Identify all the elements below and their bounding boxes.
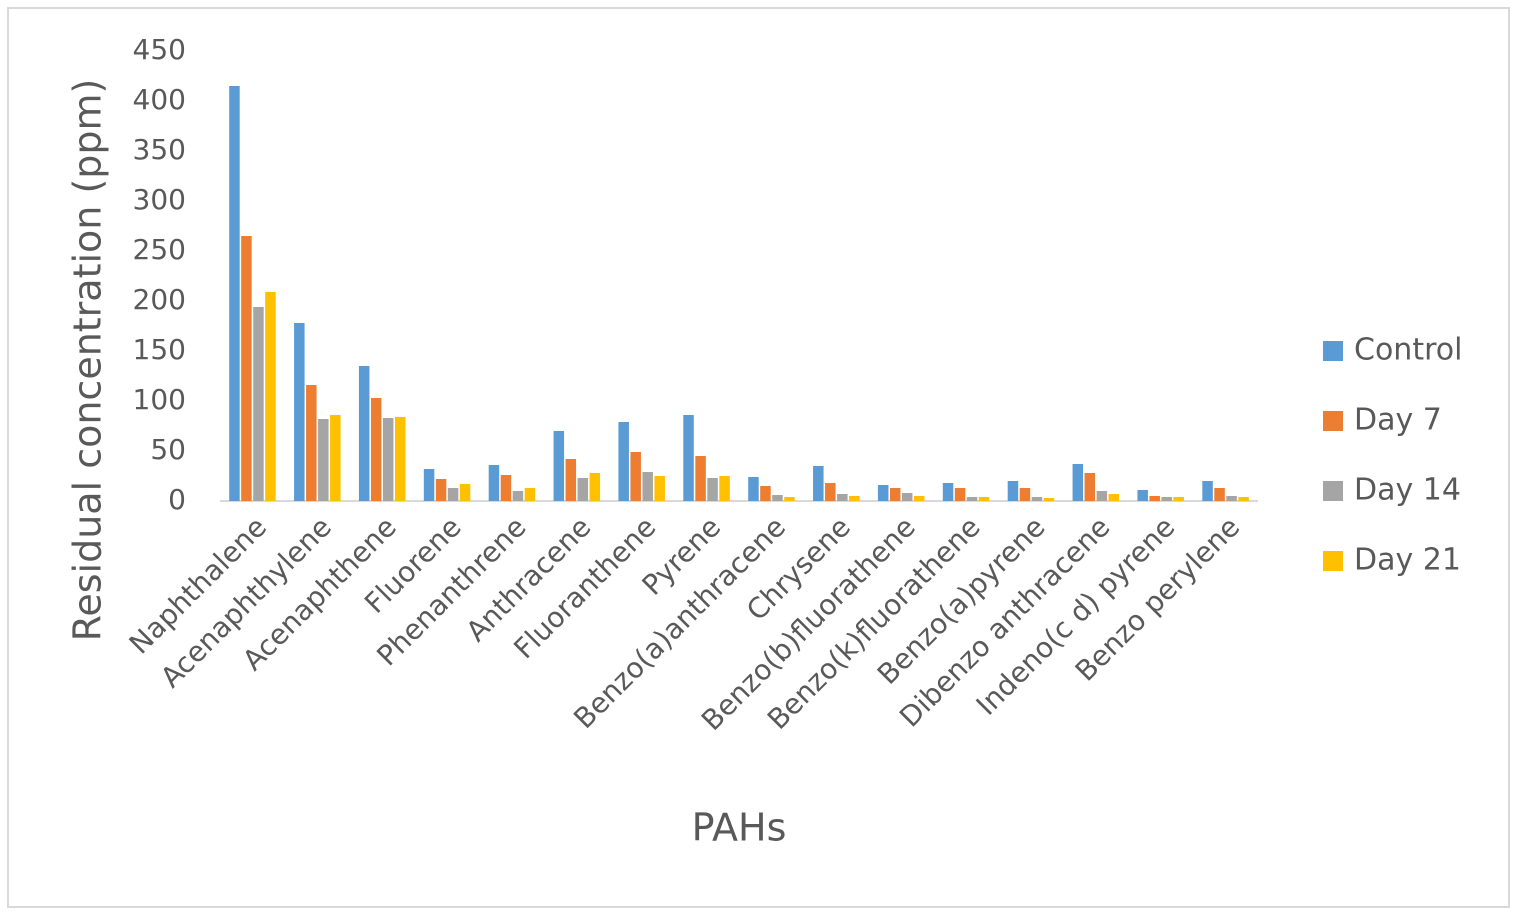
y-tick-label: 50 bbox=[150, 433, 186, 466]
y-tick-label: 200 bbox=[133, 283, 186, 316]
bar bbox=[942, 483, 954, 501]
bar bbox=[253, 307, 264, 501]
bar bbox=[772, 495, 783, 501]
bar bbox=[889, 488, 901, 501]
legend-swatch bbox=[1323, 411, 1343, 431]
bar bbox=[748, 477, 759, 501]
bar bbox=[1084, 473, 1096, 501]
bar bbox=[1161, 497, 1172, 501]
x-axis-title: PAHs bbox=[692, 806, 787, 850]
bar bbox=[382, 418, 394, 501]
bar bbox=[837, 494, 848, 501]
bar bbox=[1007, 481, 1019, 501]
bar bbox=[913, 496, 925, 501]
legend-swatch bbox=[1323, 481, 1343, 501]
bar bbox=[760, 486, 771, 501]
bar bbox=[1173, 497, 1184, 501]
bar bbox=[330, 415, 341, 501]
bar bbox=[654, 476, 665, 501]
y-tick-label: 0 bbox=[168, 483, 186, 516]
bar bbox=[1043, 498, 1055, 501]
bar bbox=[565, 459, 577, 501]
bar bbox=[1096, 491, 1108, 501]
bar bbox=[435, 479, 447, 501]
bar bbox=[1238, 497, 1249, 501]
y-tick-label: 350 bbox=[133, 133, 186, 166]
bar bbox=[1137, 490, 1148, 501]
bar bbox=[394, 417, 406, 501]
bar bbox=[370, 398, 382, 501]
bar bbox=[978, 497, 990, 501]
bar bbox=[683, 415, 694, 501]
legend-label: Day 7 bbox=[1354, 403, 1442, 438]
bar bbox=[318, 419, 329, 501]
bar bbox=[447, 488, 459, 501]
bar bbox=[966, 497, 978, 501]
bar bbox=[642, 472, 653, 501]
bar bbox=[954, 488, 966, 501]
bar bbox=[1214, 488, 1225, 501]
bar bbox=[813, 466, 824, 501]
bar bbox=[589, 473, 601, 501]
bar bbox=[695, 456, 706, 501]
bar bbox=[707, 478, 718, 501]
bar bbox=[241, 236, 252, 501]
bar bbox=[500, 475, 512, 501]
y-tick-label: 400 bbox=[133, 83, 186, 116]
bar bbox=[784, 497, 795, 501]
bar bbox=[524, 488, 536, 501]
y-tick-label: 450 bbox=[133, 33, 186, 66]
y-axis-title: Residual concentration (ppm) bbox=[66, 79, 110, 642]
bar bbox=[1226, 496, 1237, 501]
bar bbox=[1031, 497, 1043, 501]
bar bbox=[459, 484, 471, 501]
legend-label: Day 21 bbox=[1354, 543, 1461, 578]
bar bbox=[229, 86, 240, 501]
bar bbox=[294, 323, 305, 501]
bar bbox=[719, 476, 730, 501]
bar bbox=[1019, 488, 1031, 501]
bar bbox=[1202, 481, 1213, 501]
bar bbox=[901, 493, 913, 501]
bar bbox=[825, 483, 836, 501]
y-tick-label: 150 bbox=[133, 333, 186, 366]
bar bbox=[630, 452, 641, 501]
y-tick-label: 100 bbox=[133, 383, 186, 416]
bar bbox=[1108, 494, 1120, 501]
bar bbox=[488, 465, 500, 501]
bar bbox=[306, 385, 317, 501]
legend-label: Day 14 bbox=[1354, 473, 1461, 508]
bar bbox=[553, 431, 565, 501]
bar bbox=[618, 422, 629, 501]
bar bbox=[849, 496, 860, 501]
y-tick-label: 300 bbox=[133, 183, 186, 216]
bar bbox=[265, 292, 276, 501]
legend-swatch bbox=[1323, 551, 1343, 571]
bar bbox=[512, 491, 524, 501]
legend-label: Control bbox=[1354, 333, 1462, 368]
bar bbox=[1149, 496, 1160, 501]
legend-swatch bbox=[1323, 341, 1343, 361]
bar bbox=[577, 478, 589, 501]
bar bbox=[358, 366, 370, 501]
bar bbox=[1072, 464, 1084, 501]
bar bbox=[423, 469, 435, 501]
y-tick-label: 250 bbox=[133, 233, 186, 266]
bar bbox=[877, 485, 889, 501]
